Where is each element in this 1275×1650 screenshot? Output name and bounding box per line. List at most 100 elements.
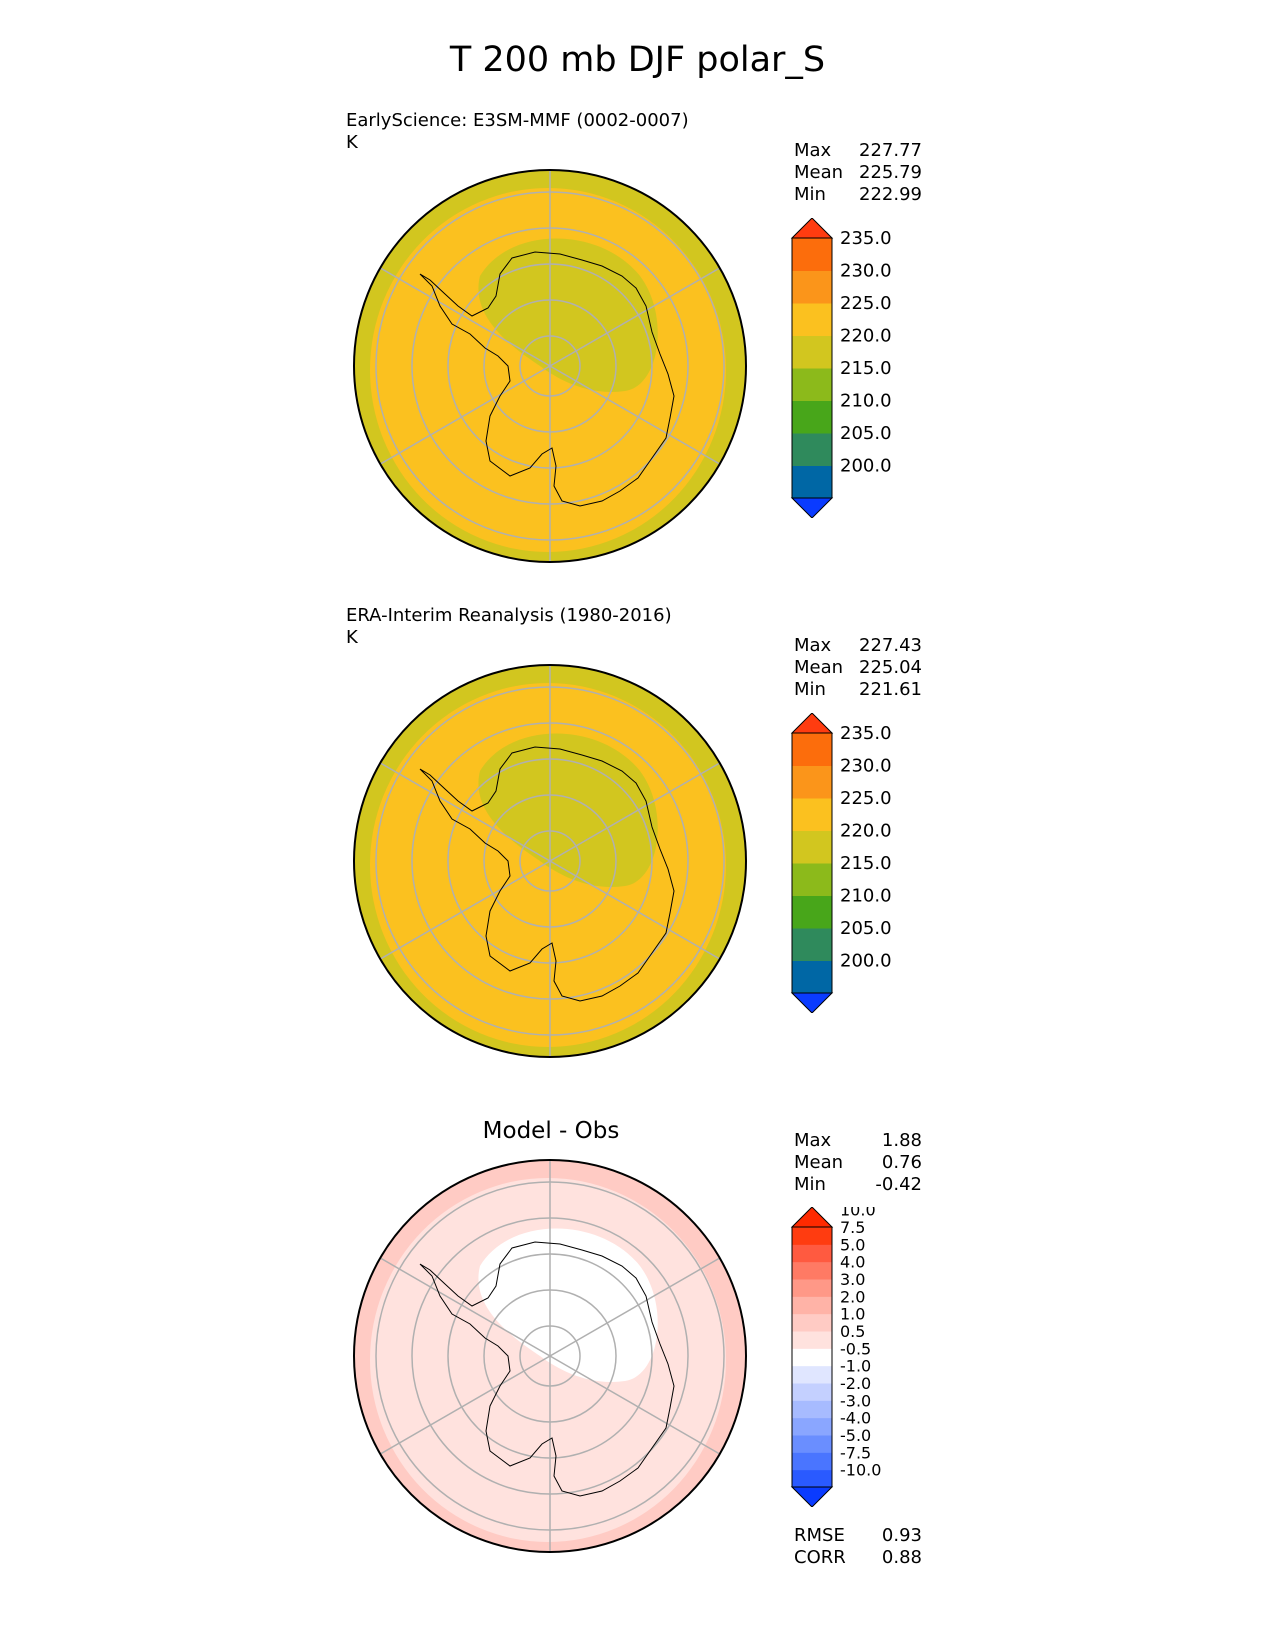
map-boundary bbox=[353, 664, 747, 1058]
colorbar-segment bbox=[792, 863, 832, 896]
colorbar-segment bbox=[792, 733, 832, 766]
colorbar-tick-label: 235.0 bbox=[840, 723, 892, 744]
stat-min: Min 221.61 bbox=[794, 679, 922, 700]
stat-min: Min 222.99 bbox=[794, 184, 922, 205]
panel-3-metrics: RMSE 0.93 CORR 0.88 bbox=[794, 1525, 922, 1569]
colorbar-extend-min bbox=[790, 497, 834, 518]
colorbar-segment bbox=[792, 1244, 832, 1263]
colorbar-extend-min bbox=[790, 992, 834, 1013]
colorbar-tick-label: 230.0 bbox=[840, 756, 892, 777]
colorbar-segment bbox=[792, 238, 832, 271]
metric-corr: CORR 0.88 bbox=[794, 1547, 922, 1568]
colorbar-segment bbox=[792, 400, 832, 434]
meridian-gridline bbox=[549, 365, 721, 465]
meridian-gridline bbox=[379, 1257, 551, 1357]
panel-3-title: Model - Obs bbox=[482, 1118, 620, 1144]
colorbar-tick-label: 230.0 bbox=[840, 261, 892, 282]
panel-2-obs-name: ERA-Interim Reanalysis (1980-2016) bbox=[346, 605, 672, 626]
colorbar-segment bbox=[792, 433, 832, 466]
colorbar-segment bbox=[792, 1365, 832, 1384]
panel-3-colorbar: -10.0-7.5-5.0-4.0-3.0-2.0-1.0-0.50.51.02… bbox=[790, 1207, 881, 1507]
colorbar-segment bbox=[792, 368, 832, 401]
colorbar-segment bbox=[792, 928, 832, 961]
colorbar-segment bbox=[792, 303, 832, 336]
colorbar-tick-label: 7.5 bbox=[840, 1218, 865, 1237]
stat-max: Max 1.88 bbox=[794, 1130, 922, 1151]
colorbar-tick-label: 3.0 bbox=[840, 1270, 865, 1289]
panel-1-units: K bbox=[346, 132, 358, 153]
meridian-gridline bbox=[379, 762, 551, 862]
colorbar-tick-label: -4.0 bbox=[840, 1409, 871, 1428]
meridian-gridline bbox=[549, 860, 721, 960]
panel-3-polar-map bbox=[353, 1159, 747, 1553]
panel-2-stats: Max 227.43 Mean 225.04 Min 221.61 bbox=[794, 635, 922, 701]
colorbar-segment bbox=[792, 1313, 832, 1332]
colorbar-segment bbox=[792, 1348, 832, 1367]
antarctica-coastline bbox=[419, 746, 675, 1002]
colorbar-extend-max bbox=[790, 713, 834, 734]
colorbar-extend-max bbox=[790, 1207, 834, 1228]
colorbar-frame bbox=[791, 237, 833, 499]
colorbar-tick-label: 1.0 bbox=[840, 1305, 865, 1324]
colorbar-tick-label: -1.0 bbox=[840, 1357, 871, 1376]
metric-rmse: RMSE 0.93 bbox=[794, 1525, 922, 1546]
colorbar-tick-label: 210.0 bbox=[840, 886, 892, 907]
colorbar-tick-label: 210.0 bbox=[840, 391, 892, 412]
colorbar-segment bbox=[792, 1452, 832, 1471]
colorbar-segment bbox=[792, 1383, 832, 1401]
colorbar-segment bbox=[792, 1279, 832, 1297]
map-boundary bbox=[353, 1159, 747, 1553]
panel-2-label: ERA-Interim Reanalysis (1980-2016) K bbox=[346, 605, 672, 649]
colorbar-segment bbox=[792, 1400, 832, 1419]
meridian-gridline bbox=[379, 365, 551, 465]
colorbar-tick-label: 235.0 bbox=[840, 228, 892, 249]
meridian-gridline bbox=[549, 1355, 721, 1455]
colorbar-tick-label: 4.0 bbox=[840, 1253, 865, 1272]
meridian-gridline bbox=[549, 267, 721, 367]
map-boundary bbox=[353, 169, 747, 563]
meridian-gridline bbox=[379, 1355, 551, 1455]
colorbar-frame bbox=[791, 1226, 833, 1488]
panel-2-units: K bbox=[346, 627, 358, 648]
colorbar-tick-label: -2.0 bbox=[840, 1374, 871, 1393]
colorbar-segment bbox=[792, 335, 832, 369]
colorbar-segment bbox=[792, 1469, 832, 1488]
panel-1-colorbar: 200.0 205.0 210.0 215.0 220.0 225.0 230.0 235.0… bbox=[790, 218, 892, 518]
colorbar-tick-label: -0.5 bbox=[840, 1339, 871, 1358]
colorbar-segment bbox=[792, 1227, 832, 1245]
panel-1-model-name: EarlyScience: E3SM-MMF (0002-0007) bbox=[346, 110, 689, 131]
colorbar-tick-label: 10.0 bbox=[840, 1207, 876, 1220]
meridian-gridline bbox=[549, 1257, 721, 1357]
antarctica-coastline bbox=[419, 1241, 675, 1497]
stat-min: Min -0.42 bbox=[794, 1174, 922, 1195]
panel-1-label: EarlyScience: E3SM-MMF (0002-0007) K bbox=[346, 110, 689, 154]
colorbar-tick-label: 215.0 bbox=[840, 358, 892, 379]
panel-1-polar-map bbox=[353, 169, 747, 563]
colorbar-segment bbox=[792, 1261, 832, 1280]
colorbar-extend-min bbox=[790, 1486, 834, 1507]
colorbar-tick-label: 215.0 bbox=[840, 853, 892, 874]
stat-mean: Mean 225.79 bbox=[794, 162, 922, 183]
colorbar-extend-max bbox=[790, 218, 834, 239]
colorbar-tick-label: 205.0 bbox=[840, 423, 892, 444]
colorbar-tick-label: -3.0 bbox=[840, 1391, 871, 1410]
meridian-gridline bbox=[549, 762, 721, 862]
colorbar-segment bbox=[792, 765, 832, 799]
colorbar-tick-label: 2.0 bbox=[840, 1287, 865, 1306]
colorbar-tick-label: -10.0 bbox=[840, 1461, 881, 1480]
colorbar-tick-label: 5.0 bbox=[840, 1235, 865, 1254]
colorbar-segment bbox=[792, 798, 832, 831]
colorbar-tick-label: 225.0 bbox=[840, 788, 892, 809]
colorbar-segment bbox=[792, 1331, 832, 1349]
colorbar-segment bbox=[792, 895, 832, 929]
stat-mean: Mean 0.76 bbox=[794, 1152, 922, 1173]
colorbar-tick-label: 0.5 bbox=[840, 1322, 865, 1341]
panel-3-stats: Max 1.88 Mean 0.76 Min -0.42 bbox=[794, 1130, 922, 1196]
antarctica-coastline bbox=[419, 251, 675, 507]
colorbar-segment bbox=[792, 270, 832, 304]
colorbar-segment bbox=[792, 465, 832, 499]
colorbar-tick-label: -7.5 bbox=[840, 1443, 871, 1462]
colorbar-segment bbox=[792, 830, 832, 864]
colorbar-tick-label: 200.0 bbox=[840, 951, 892, 972]
colorbar-segment bbox=[792, 1435, 832, 1453]
